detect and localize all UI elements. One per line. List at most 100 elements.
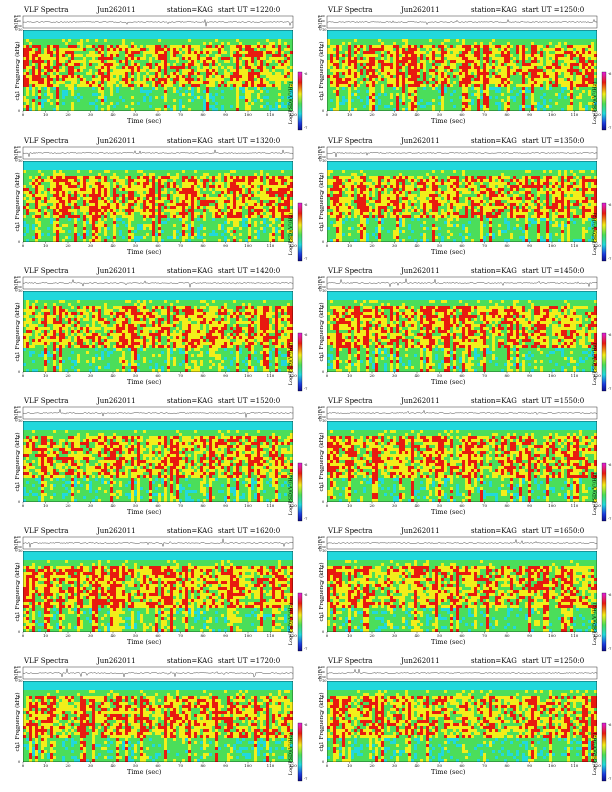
spectrogram-cell xyxy=(167,63,171,67)
spectrogram-cell xyxy=(176,108,180,111)
spectrogram-cell xyxy=(447,63,451,67)
spectrogram-cell xyxy=(275,81,279,85)
spectrogram-cell xyxy=(498,84,502,88)
spectrogram-cell xyxy=(582,96,586,100)
spectrogram-cell xyxy=(290,33,293,37)
spectrogram-cell xyxy=(245,108,249,111)
spectrogram-cell xyxy=(215,63,219,67)
spectrogram-cell xyxy=(98,87,102,91)
spectrogram-cell xyxy=(462,36,466,40)
spectrogram-cell xyxy=(357,75,361,79)
spectrogram-cell xyxy=(396,66,400,70)
spectrogram-cell xyxy=(378,63,382,67)
spectrogram-cell xyxy=(354,81,358,85)
spectrogram-cell xyxy=(260,93,264,97)
spectrogram-cell xyxy=(278,75,282,79)
spectrogram-cell xyxy=(375,33,379,37)
spectrogram-cell xyxy=(420,30,424,34)
time-tick-label: 80 xyxy=(200,112,205,117)
spectrogram-cell xyxy=(552,57,556,61)
spectrogram-cell xyxy=(269,63,273,67)
spectrogram-cell xyxy=(200,81,204,85)
spectrogram-cell xyxy=(191,60,195,64)
spectrogram-cell xyxy=(68,66,72,70)
spectrogram-cell xyxy=(290,102,293,106)
spectrogram-cell xyxy=(360,54,364,58)
spectrogram-cell xyxy=(71,51,75,55)
spectrogram-cell xyxy=(489,108,493,111)
spectrogram-cell xyxy=(414,93,418,97)
spectrogram-cell xyxy=(588,87,592,91)
spectrogram-cell xyxy=(450,57,454,61)
spectrogram-cell xyxy=(378,78,382,82)
spectrogram-cell xyxy=(86,39,90,43)
spectrogram-cell xyxy=(414,66,418,70)
spectrogram-cell xyxy=(351,81,355,85)
spectrogram-cell xyxy=(387,51,391,55)
spectrogram-cell xyxy=(260,33,264,37)
spectrogram-cell xyxy=(176,33,180,37)
spectrogram-cell xyxy=(453,33,457,37)
spectrogram-cell xyxy=(173,66,177,70)
spectrogram-cell xyxy=(152,51,156,55)
spectrogram-cell xyxy=(134,33,138,37)
spectrogram-cell xyxy=(38,96,42,100)
spectrogram-cell xyxy=(435,51,439,55)
spectrogram-cell xyxy=(116,90,120,94)
spectrogram-cell xyxy=(459,108,463,111)
spectrogram-cell xyxy=(206,45,210,49)
spectrogram-cell xyxy=(110,81,114,85)
spectrogram-cell xyxy=(110,48,114,52)
spectrogram-cell xyxy=(588,39,592,43)
spectrogram-cell xyxy=(459,72,463,76)
spectrogram-cell xyxy=(465,93,469,97)
spectrogram-cell xyxy=(354,108,358,111)
spectrogram-cell xyxy=(224,108,228,111)
spectrogram-cell xyxy=(23,39,27,43)
spectrogram-cell xyxy=(284,102,288,106)
spectrogram-cell xyxy=(56,75,60,79)
spectrogram-cell xyxy=(438,51,442,55)
spectrogram-cell xyxy=(513,90,517,94)
spectrogram-cell xyxy=(366,105,370,109)
spectrogram-cell xyxy=(576,66,580,70)
spectrogram-cell xyxy=(480,51,484,55)
spectrogram-cell xyxy=(218,84,222,88)
spectrogram-cell xyxy=(474,93,478,97)
spectrogram-cell xyxy=(200,51,204,55)
spectrogram-cell xyxy=(450,63,454,67)
spectrogram-cell xyxy=(281,54,285,58)
spectrogram-cell xyxy=(510,63,514,67)
spectrogram-cell xyxy=(363,72,367,76)
spectrogram-cell xyxy=(486,54,490,58)
spectrogram-cell xyxy=(531,42,535,46)
spectrogram-cell xyxy=(209,66,213,70)
spectrogram-cell xyxy=(390,99,394,103)
spectrogram-cell xyxy=(450,93,454,97)
spectrogram-cell xyxy=(519,96,523,100)
spectrogram-cell xyxy=(140,48,144,52)
spectrogram-cell xyxy=(417,63,421,67)
spectrogram-cell xyxy=(149,48,153,52)
spectrogram-cell xyxy=(438,90,442,94)
spectrogram-cell xyxy=(191,48,195,52)
spectrogram-cell xyxy=(393,39,397,43)
spectrogram-cell xyxy=(387,105,391,109)
spectrogram-cell xyxy=(263,90,267,94)
spectrogram-cell xyxy=(573,87,577,91)
spectrogram-cell xyxy=(122,105,126,109)
spectrogram-cell xyxy=(224,81,228,85)
spectrogram-cell xyxy=(498,81,502,85)
spectrogram-cell xyxy=(206,57,210,61)
spectrogram-cell xyxy=(486,87,490,91)
spectrogram-cell xyxy=(570,48,574,52)
spectrogram-cell xyxy=(218,105,222,109)
spectrogram-cell xyxy=(456,51,460,55)
spectrogram-cell xyxy=(203,99,207,103)
spectrogram-cell xyxy=(414,45,418,49)
spectrogram-cell xyxy=(218,93,222,97)
spectrogram-cell xyxy=(134,105,138,109)
spectrogram-cell xyxy=(221,54,225,58)
spectrogram-cell xyxy=(281,30,285,34)
spectrogram-cell xyxy=(29,45,33,49)
